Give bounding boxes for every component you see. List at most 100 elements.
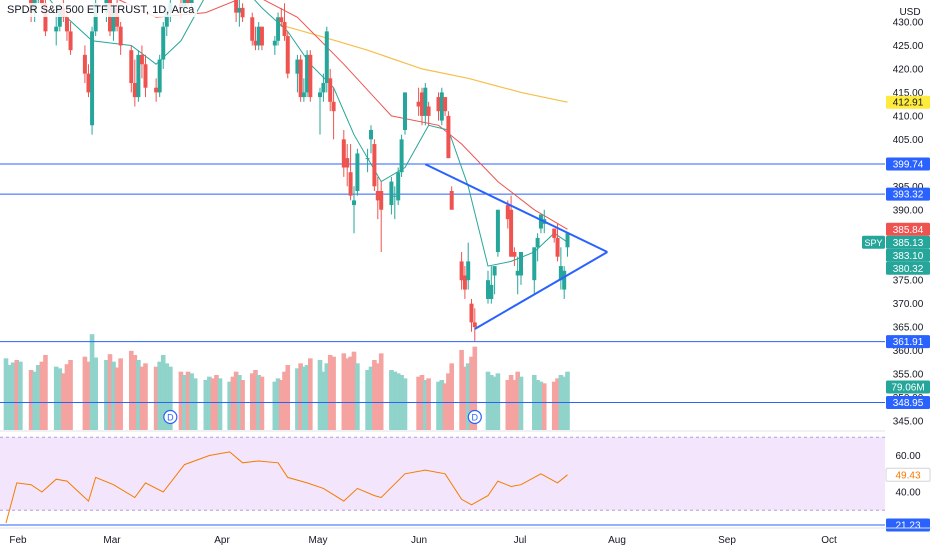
volume-bar [185,371,191,430]
price-tick-label: 405.00 [893,135,924,146]
price-badge-h4: 348.95 [886,395,930,409]
volume-bar [304,365,310,430]
volume-bar [341,353,347,430]
candle-body [143,64,148,88]
candle [436,92,441,121]
candle [341,129,346,177]
candle [253,26,258,51]
price-tick-label: 390.00 [893,205,924,216]
candle [139,45,144,79]
volume-bar [259,376,265,430]
price-badge-text: 49.43 [895,470,920,481]
volume-bar [439,380,445,430]
volume-bar [317,360,323,430]
candle-body [369,129,373,140]
price-badge-box [886,222,930,236]
volume-bar [423,380,428,430]
volume-bar [555,378,560,430]
candle-body [379,190,384,210]
volume-bar [442,383,448,430]
candle-body [54,26,59,32]
candle [295,54,300,93]
candle-body [365,158,370,160]
candle-body [492,266,497,276]
candle-body [57,7,62,27]
price-badge-text: 399.74 [893,160,924,171]
candle [345,144,350,187]
candle [298,54,303,102]
candle-body [345,158,350,168]
candle-body [259,26,264,46]
time-tick-label: May [309,535,328,546]
candle [375,176,380,220]
volume-bar [541,383,547,430]
price-badge-h2: 393.32 [886,187,930,201]
volume-bar [178,371,184,430]
volume-bar [3,358,9,430]
candle-body [321,83,326,93]
candle [279,7,284,27]
candle-body [426,106,431,116]
volume-bar [495,373,501,430]
rsi-tick-label: 40.00 [895,488,920,499]
volume-bar [192,378,198,430]
price-badge-box [885,467,931,482]
volume-bar [189,373,194,430]
triangle-lower-line [474,251,608,330]
volume-bar [210,378,216,430]
volume-bar [89,334,95,430]
volume-bar [68,360,73,430]
candle [355,148,360,196]
candle [129,45,134,93]
candle [555,223,560,262]
candle [552,228,557,243]
candle-body [132,83,137,98]
candle-body [486,280,490,299]
candle-body [129,50,134,84]
price-tick-label: 370.00 [893,299,924,310]
price-badge-box [886,235,930,249]
price-axis-background [885,0,932,550]
candle-body [328,78,333,102]
volume-bar [327,355,333,430]
candle [535,233,540,262]
candle-body [234,0,239,13]
price-badge-last: 385.13 [886,235,930,249]
volume-bar [372,360,377,430]
volume-bar [128,350,134,430]
symbol-tag: SPY [862,235,885,249]
candle-body [443,97,448,112]
dividend-label: D [167,413,174,423]
candle [250,12,255,46]
candle [308,50,313,102]
candle [365,148,370,173]
candle-body [285,36,290,74]
volume-bar [207,376,212,430]
price-badge-text: 361.91 [893,337,924,348]
price-tick-label: 410.00 [893,111,924,122]
volume-bar [465,363,471,430]
price-tick-label: 430.00 [893,18,924,29]
price-badge-text: 21.23 [895,521,920,532]
candle-body [298,59,303,98]
volume-bar [104,360,109,430]
volume-bar [111,361,116,430]
volume-bar [132,355,138,430]
volume-bar [249,373,255,430]
price-badge-rsi: 49.43 [885,467,931,482]
volume-bar [43,355,48,430]
volume-bar [344,358,350,430]
candle [486,270,490,304]
price-tick-label: 415.00 [893,88,924,99]
chart-title: SPDR S&P 500 ETF TRUST, 1D, Arca [4,3,198,17]
candle-body [449,190,454,210]
candle [449,186,454,210]
candle [519,252,523,285]
candle [459,252,464,290]
candle [562,266,567,299]
price-badge-text: 380.32 [893,264,924,275]
candle-body [459,261,464,281]
candle [86,64,91,98]
